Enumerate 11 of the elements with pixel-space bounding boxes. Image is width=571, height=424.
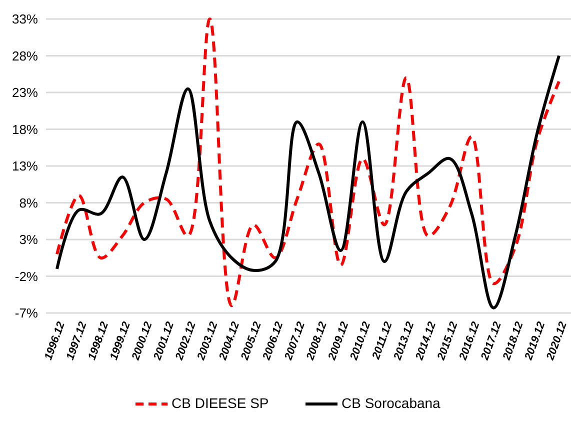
y-tick-label: 3% (19, 232, 38, 248)
y-tick-label: -7% (14, 306, 38, 321)
y-tick-label: 8% (19, 195, 38, 210)
legend-label: CB DIEESE SP (172, 395, 269, 411)
y-tick-label: 13% (12, 158, 38, 174)
y-tick-label: 23% (12, 85, 38, 100)
y-tick-label: -2% (14, 268, 38, 284)
legend-label: CB Sorocabana (342, 395, 441, 411)
y-tick-label: 33% (12, 12, 38, 27)
y-tick-label: 18% (12, 122, 38, 137)
y-tick-label: 28% (12, 48, 38, 64)
